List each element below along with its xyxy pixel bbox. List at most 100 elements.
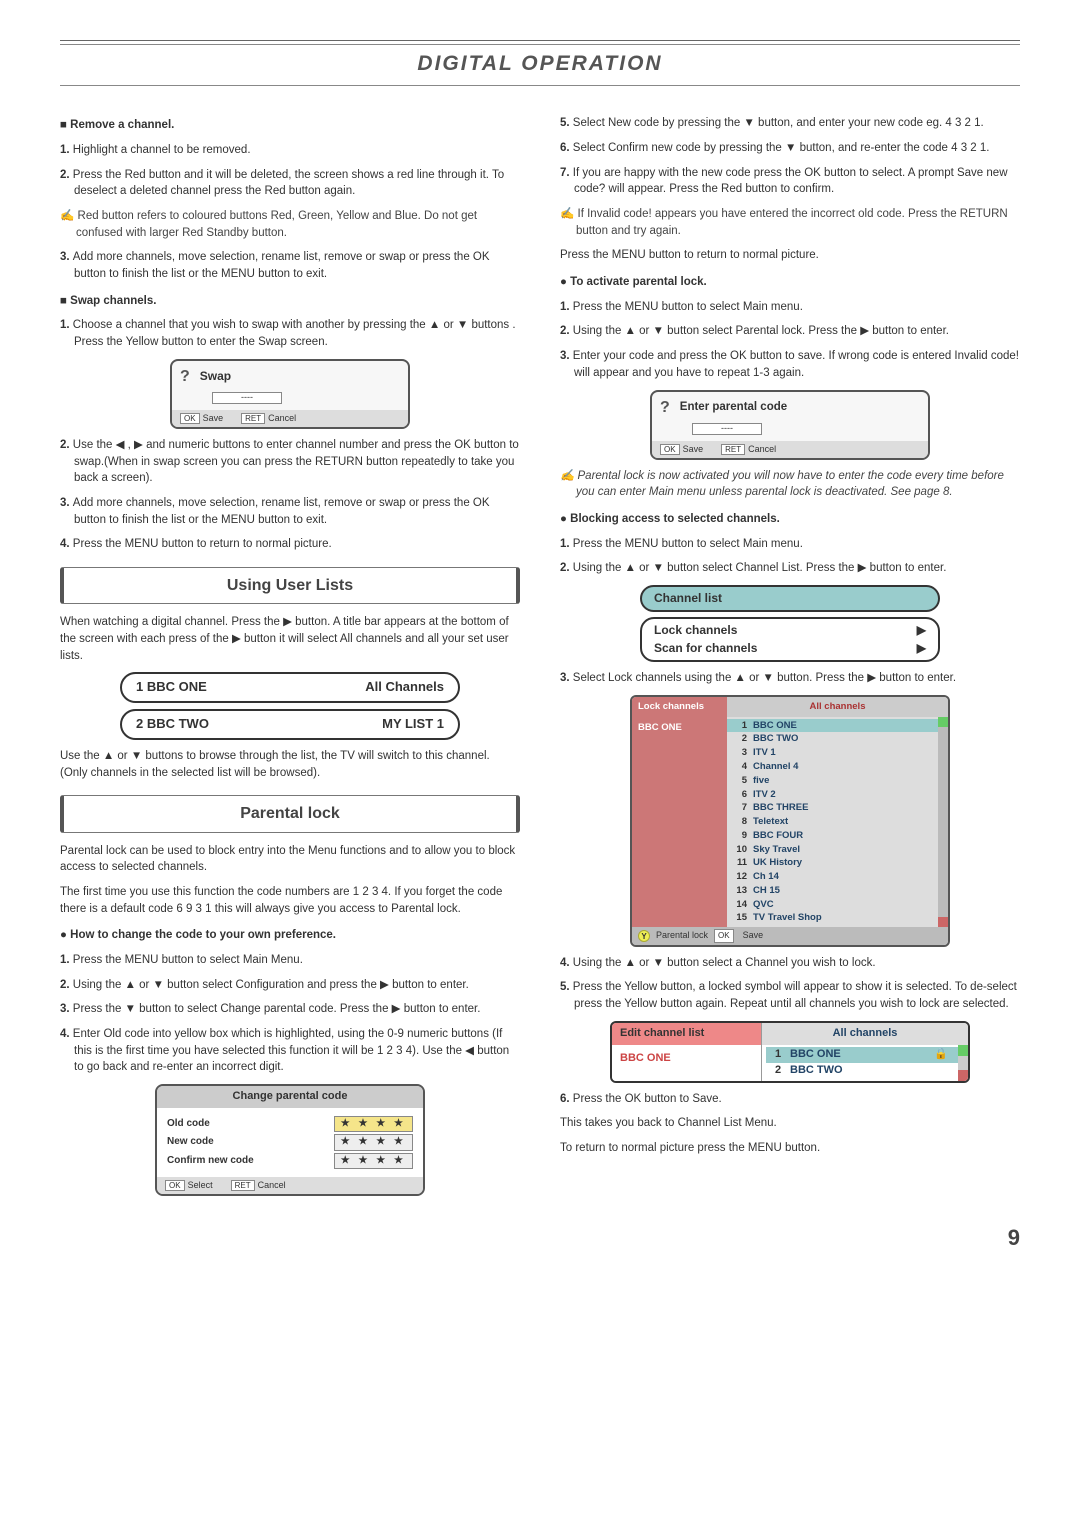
lock-num: 5: [733, 774, 753, 788]
edit-head-right: All channels: [762, 1023, 968, 1045]
enter-code-dialog: ? Enter parental code ---- OKSave RETCan…: [650, 390, 930, 460]
lock-row[interactable]: 1BBC ONE: [727, 719, 948, 733]
change-step: Using the ▲ or ▼ button select Configura…: [60, 977, 520, 994]
lock-name: QVC: [753, 898, 942, 912]
scrollbar[interactable]: [938, 717, 948, 927]
lock-row[interactable]: 5five: [727, 774, 948, 788]
edit-list: 1BBC ONE🔒2BBC TWO: [762, 1045, 968, 1081]
edit-side: BBC ONE: [612, 1045, 762, 1081]
lock-list: 1BBC ONE2BBC TWO3ITV 14Channel 45five6IT…: [727, 717, 948, 927]
blocking-step: Select Lock channels using the ▲ or ▼ bu…: [560, 670, 1020, 687]
change-code-footer: OKSelect RETCancel: [157, 1177, 423, 1194]
lock-name: BBC TWO: [753, 732, 942, 746]
channel-list-item[interactable]: Lock channels ▶: [654, 622, 926, 639]
code-stars[interactable]: ★ ★ ★ ★: [334, 1134, 413, 1151]
lock-head-left: Lock channels: [632, 697, 727, 717]
blocking-step: Press the Yellow button, a locked symbol…: [560, 979, 1020, 1012]
code-row: Old code ★ ★ ★ ★: [167, 1116, 413, 1133]
lock-name: Teletext: [753, 815, 942, 829]
channel-list-head: Channel list: [640, 585, 940, 612]
lock-num: 3: [733, 746, 753, 760]
lock-row[interactable]: 2BBC TWO: [727, 732, 948, 746]
edit-row[interactable]: 1BBC ONE🔒: [766, 1047, 964, 1063]
lock-num: 6: [733, 788, 753, 802]
pill-left: 1 BBC ONE: [136, 678, 207, 697]
blocking-step: Press the OK button to Save.: [560, 1091, 1020, 1108]
lock-row[interactable]: 8Teletext: [727, 815, 948, 829]
edit-channel-table: Edit channel list All channels BBC ONE 1…: [610, 1021, 970, 1083]
pill-left: 2 BBC TWO: [136, 715, 209, 734]
activate-steps: Press the MENU button to select Main men…: [560, 299, 1020, 382]
lock-row[interactable]: 9BBC FOUR: [727, 829, 948, 843]
user-lists-intro: When watching a digital channel. Press t…: [60, 614, 520, 664]
edit-name: BBC TWO: [790, 1063, 948, 1079]
lock-row[interactable]: 7BBC THREE: [727, 801, 948, 815]
change-code-dialog: Change parental code Old code ★ ★ ★ ★ Ne…: [155, 1084, 425, 1196]
select-label: Select: [188, 1180, 213, 1190]
code-stars[interactable]: ★ ★ ★ ★: [334, 1116, 413, 1133]
enter-code-input[interactable]: ----: [692, 423, 762, 435]
lock-row[interactable]: 15TV Travel Shop: [727, 911, 948, 925]
invalid-note: If Invalid code! appears you have entere…: [560, 206, 1020, 239]
code-row: Confirm new code ★ ★ ★ ★: [167, 1153, 413, 1170]
code-stars[interactable]: ★ ★ ★ ★: [334, 1153, 413, 1170]
swap-input[interactable]: ----: [212, 392, 282, 404]
swap-dialog: ? Swap ---- OKSave RETCancel: [170, 359, 410, 429]
cancel-label: Cancel: [748, 444, 776, 454]
enter-code-footer: OKSave RETCancel: [652, 441, 928, 458]
remove-steps: Highlight a channel to be removed. Press…: [60, 142, 520, 200]
activate-step: Press the MENU button to select Main men…: [560, 299, 1020, 316]
left-column: Remove a channel. Highlight a channel to…: [60, 107, 520, 1204]
edit-row[interactable]: 2BBC TWO: [766, 1063, 964, 1079]
blocking-heading: Blocking access to selected channels.: [560, 511, 1020, 528]
ret-key: RET: [231, 1180, 255, 1191]
blocking-steps-a: Press the MENU button to select Main men…: [560, 536, 1020, 577]
lock-name: BBC FOUR: [753, 829, 942, 843]
blocking-steps-b: Select Lock channels using the ▲ or ▼ bu…: [560, 670, 1020, 687]
title-rule-top: DIGITAL OPERATION: [60, 40, 1020, 89]
ok-key: OK: [660, 444, 680, 455]
lock-num: 2: [733, 732, 753, 746]
page-number: 9: [60, 1222, 1020, 1254]
swap-dialog-footer: OKSave RETCancel: [172, 410, 408, 427]
lock-row[interactable]: 6ITV 2: [727, 788, 948, 802]
swap-steps: Choose a channel that you wish to swap w…: [60, 317, 520, 350]
swap-step: Press the MENU button to return to norma…: [60, 536, 520, 553]
chlist-label: Lock channels: [654, 622, 737, 639]
lock-num: 7: [733, 801, 753, 815]
remove-step: Press the Red button and it will be dele…: [60, 167, 520, 200]
channel-list-item[interactable]: Scan for channels ▶: [654, 640, 926, 657]
enter-code-title: Enter parental code: [680, 399, 787, 416]
user-lists-title: Using User Lists: [60, 567, 520, 604]
lock-num: 11: [733, 856, 753, 870]
channel-pill: 2 BBC TWO MY LIST 1: [120, 709, 460, 740]
lock-row[interactable]: 11UK History: [727, 856, 948, 870]
lock-num: 12: [733, 870, 753, 884]
blocking-step: Using the ▲ or ▼ button select a Channel…: [560, 955, 1020, 972]
lock-row[interactable]: 13CH 15: [727, 884, 948, 898]
lock-row[interactable]: 10Sky Travel: [727, 843, 948, 857]
lock-side: BBC ONE: [632, 717, 727, 927]
change-step: Enter Old code into yellow box which is …: [60, 1026, 520, 1076]
lock-num: 15: [733, 911, 753, 925]
lock-row[interactable]: 12Ch 14: [727, 870, 948, 884]
lock-foot-save: Save: [743, 929, 764, 942]
change-step: Press the MENU button to select Main Men…: [60, 952, 520, 969]
cont-step: If you are happy with the new code press…: [560, 165, 1020, 198]
lock-footer: Y Parental lock OK Save: [632, 927, 948, 945]
scrollbar[interactable]: [958, 1045, 968, 1081]
lock-num: 9: [733, 829, 753, 843]
lock-row[interactable]: 3ITV 1: [727, 746, 948, 760]
channel-pill: 1 BBC ONE All Channels: [120, 672, 460, 703]
channel-list-box: Lock channels ▶ Scan for channels ▶: [640, 617, 940, 662]
save-label: Save: [683, 444, 704, 454]
lock-row[interactable]: 4Channel 4: [727, 760, 948, 774]
lock-name: BBC THREE: [753, 801, 942, 815]
lock-name: ITV 2: [753, 788, 942, 802]
lock-row[interactable]: 14QVC: [727, 898, 948, 912]
lock-num: 8: [733, 815, 753, 829]
yellow-button-icon: Y: [638, 930, 650, 942]
cancel-label: Cancel: [268, 413, 296, 423]
ret-key: RET: [721, 444, 745, 455]
cont-step: Select New code by pressing the ▼ button…: [560, 115, 1020, 132]
